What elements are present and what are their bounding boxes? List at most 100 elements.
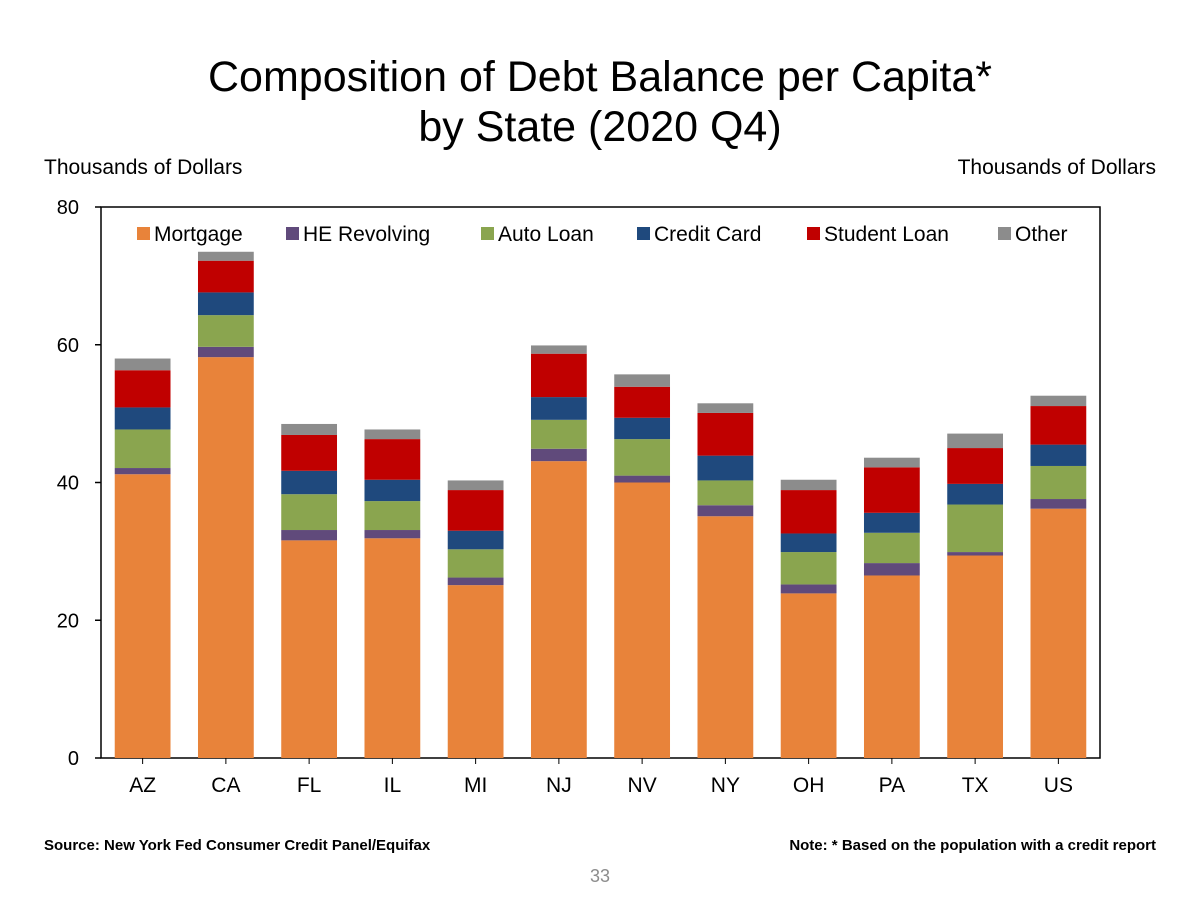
bar-segment: [281, 540, 338, 758]
bar-segment: [114, 407, 171, 430]
page-number: 33: [589, 866, 611, 886]
bar-segment: [530, 448, 587, 462]
x-tick-label: AZ: [129, 774, 156, 797]
bar-segment: [114, 429, 171, 469]
bar-segment: [281, 494, 338, 531]
legend-swatch: [137, 227, 150, 240]
bar-segment: [530, 345, 587, 354]
chart-title: Composition of Debt Balance per Capita* …: [0, 52, 1200, 152]
legend-swatch: [286, 227, 299, 240]
y-tick-label: 0: [68, 748, 79, 770]
bar-segment: [697, 412, 754, 456]
bar-segment: [1030, 406, 1087, 445]
bar-segment: [863, 467, 920, 513]
bar-segment: [947, 555, 1004, 758]
footnote: Note: * Based on the population with a c…: [789, 837, 1156, 854]
y-tick-label: 20: [57, 610, 79, 632]
bar-segment: [364, 530, 421, 539]
bar-segment: [863, 563, 920, 576]
bar-segment: [364, 429, 421, 440]
bar-segment: [530, 397, 587, 420]
x-tick-label: CA: [211, 774, 240, 797]
x-tick-label: OH: [793, 774, 825, 797]
bar-segment: [780, 593, 837, 758]
legend-swatch: [637, 227, 650, 240]
bar-segment: [863, 512, 920, 533]
bar-segment: [281, 434, 338, 471]
legend-label: Credit Card: [654, 223, 761, 246]
bar-segment: [697, 455, 754, 481]
bar-segment: [447, 490, 504, 531]
bar-segment: [447, 549, 504, 578]
legend-swatch: [807, 227, 820, 240]
bar-segment: [447, 530, 504, 550]
bar-segment: [1030, 465, 1087, 500]
bar-segment: [364, 538, 421, 758]
legend-swatch: [998, 227, 1011, 240]
legend-label: Other: [1015, 223, 1068, 246]
bar-segment: [197, 346, 254, 358]
bar-segment: [197, 260, 254, 293]
y-axis-label-left: Thousands of Dollars: [44, 156, 243, 179]
bar-segment: [614, 475, 671, 483]
bar-segment: [780, 584, 837, 594]
bar-segment: [197, 251, 254, 261]
x-tick-label: MI: [464, 774, 487, 797]
x-tick-label: IL: [384, 774, 402, 797]
x-tick-label: FL: [297, 774, 322, 797]
bar-segment: [863, 532, 920, 564]
bar-segment: [114, 358, 171, 371]
bar-segment: [863, 575, 920, 758]
legend-label: Auto Loan: [498, 223, 594, 246]
y-tick-label: 40: [57, 473, 79, 495]
legend-label: Student Loan: [824, 223, 949, 246]
bar-segment: [364, 439, 421, 480]
x-tick-label: PA: [879, 774, 905, 797]
bar-segment: [1030, 508, 1087, 758]
bar-segment: [780, 533, 837, 553]
x-tick-label: NY: [711, 774, 740, 797]
bar-segment: [530, 461, 587, 758]
bar-segment: [1030, 395, 1087, 407]
bar-segment: [447, 577, 504, 586]
legend-label: HE Revolving: [303, 223, 430, 246]
bar-segment: [780, 479, 837, 491]
y-axis-label-right: Thousands of Dollars: [957, 156, 1156, 179]
bar-segment: [197, 357, 254, 758]
bar-segment: [947, 448, 1004, 484]
legend-label: Mortgage: [154, 223, 243, 246]
bar-segment: [1030, 444, 1087, 466]
bar-segment: [530, 353, 587, 398]
bar-segment: [697, 505, 754, 517]
bar-segment: [114, 370, 171, 408]
bar-segment: [614, 417, 671, 440]
bar-segment: [1030, 499, 1087, 509]
bar-segment: [197, 292, 254, 316]
bar-segment: [780, 490, 837, 534]
bar-segment: [863, 457, 920, 468]
y-tick-label: 60: [57, 335, 79, 357]
bar-segment: [947, 433, 1004, 449]
bar-segment: [947, 552, 1004, 556]
bar-segment: [530, 419, 587, 449]
bar-segment: [114, 474, 171, 758]
bar-segment: [947, 483, 1004, 505]
bar-segment: [114, 468, 171, 475]
bar-segment: [697, 403, 754, 413]
bar-segment: [447, 480, 504, 491]
x-tick-label: US: [1044, 774, 1073, 797]
bar-segment: [281, 470, 338, 495]
y-tick-label: 80: [57, 197, 79, 219]
x-tick-label: TX: [962, 774, 989, 797]
legend-swatch: [481, 227, 494, 240]
bar-segment: [614, 439, 671, 476]
x-tick-label: NV: [628, 774, 657, 797]
bar-segment: [197, 315, 254, 347]
bar-segment: [697, 480, 754, 506]
x-tick-label: NJ: [546, 774, 572, 797]
source-note: Source: New York Fed Consumer Credit Pan…: [44, 837, 431, 854]
bar-segment: [697, 516, 754, 758]
bar-segment: [281, 423, 338, 435]
bar-segment: [780, 552, 837, 585]
